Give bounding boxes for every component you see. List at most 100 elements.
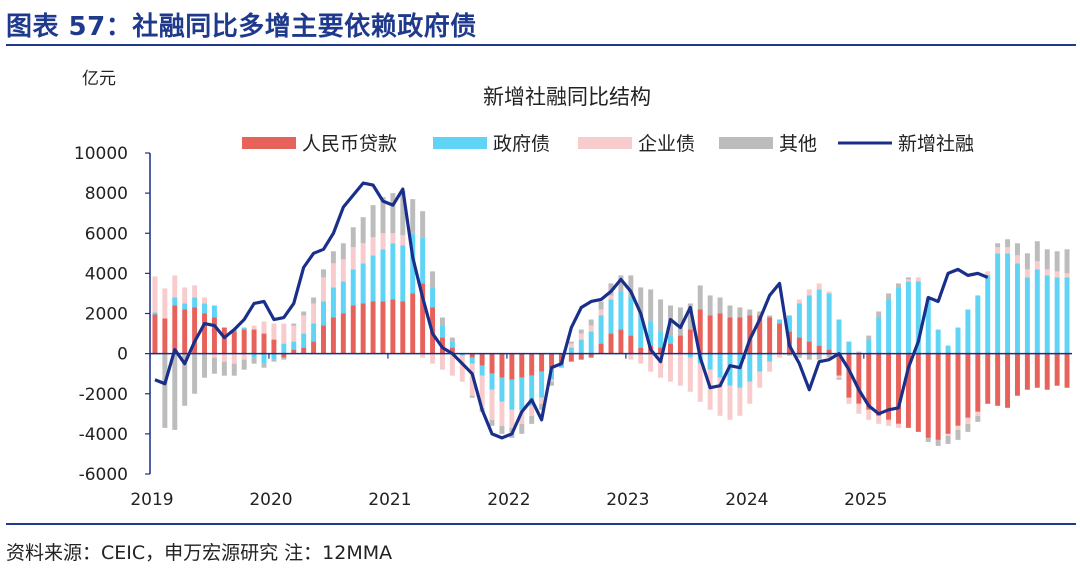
bar-other [221, 361, 227, 376]
bar-loans [221, 327, 227, 354]
line-total [154, 181, 989, 440]
footer-divider [6, 523, 1076, 525]
bar-government [826, 293, 832, 350]
bar-loans [271, 339, 277, 354]
bar-government [965, 309, 971, 354]
bar-loans [509, 353, 515, 380]
bar-loans [588, 353, 594, 358]
bar-government [182, 303, 188, 310]
bar-loans [1024, 353, 1030, 390]
bar-corporate [459, 355, 465, 382]
bar-loans [796, 337, 802, 354]
bar-government [737, 353, 743, 388]
bar-loans [866, 353, 872, 410]
page-title: 图表 57：社融同比多增主要依赖政府债 [6, 12, 477, 42]
bar-government [846, 341, 852, 354]
bar-loans [777, 323, 783, 354]
bar-loans [846, 353, 852, 398]
bar-loans [975, 353, 981, 412]
bar-government [806, 295, 812, 342]
x-tick-label: 2020 [249, 490, 292, 510]
bar-other [529, 415, 535, 424]
bar-corporate [390, 233, 396, 244]
bar-government [380, 249, 386, 302]
bar-other [1014, 243, 1020, 256]
bar-loans [886, 353, 892, 420]
bar-loans [549, 353, 554, 368]
x-tick-label: 2024 [725, 490, 768, 510]
bar-corporate [905, 279, 911, 282]
bar-government [449, 341, 455, 348]
bar-corporate [836, 375, 842, 378]
bar-loans [658, 347, 664, 354]
bar-government [836, 319, 842, 354]
y-tick-label: 0 [117, 345, 128, 365]
y-tick-label: 6000 [85, 224, 128, 244]
bar-other [767, 315, 773, 318]
legend-swatch-corporate [578, 137, 632, 149]
bar-other [1005, 239, 1011, 248]
bar-corporate [211, 353, 217, 358]
bar-government [479, 365, 485, 376]
bar-loans [767, 317, 773, 354]
legend-label-corporate: 企业债 [638, 133, 695, 155]
bar-loans [856, 353, 862, 404]
bar-other [261, 363, 267, 368]
y-tick-label: 2000 [85, 305, 128, 325]
bar-loans [519, 353, 525, 378]
bar-government [202, 303, 208, 314]
bar-government [261, 353, 267, 364]
bar-loans [529, 353, 535, 376]
bar-government [727, 353, 733, 386]
bar-loans [182, 309, 188, 354]
bar-other [380, 197, 386, 234]
bar-other [182, 353, 188, 406]
source-note: 资料来源：CEIC，申万宏源研究 注：12MMA [6, 542, 393, 564]
bar-loans [350, 305, 356, 354]
bar-loans [1014, 353, 1020, 396]
bar-other [301, 311, 307, 316]
bar-other [430, 271, 436, 288]
bar-loans [806, 341, 812, 354]
bar-loans [291, 349, 297, 354]
bar-corporate [757, 371, 763, 388]
bar-government [618, 291, 624, 330]
bar-other [1034, 241, 1040, 262]
bar-corporate [439, 353, 445, 370]
bar-government [578, 339, 584, 354]
bar-corporate [340, 259, 346, 282]
bar-loans [192, 307, 198, 354]
x-tick-label: 2022 [487, 490, 530, 510]
bar-government [707, 353, 713, 370]
bar-other [737, 307, 743, 318]
bar-other [658, 299, 664, 332]
bar-government [915, 281, 921, 354]
bar-other [489, 419, 495, 426]
bar-government [816, 289, 822, 346]
bar-corporate [816, 283, 822, 290]
bar-government [945, 345, 951, 354]
bar-corporate [202, 297, 208, 304]
bar-loans [449, 347, 455, 354]
bar-corporate [152, 276, 158, 313]
y-tick-label: -4000 [79, 425, 128, 445]
bar-corporate [995, 247, 1001, 254]
bar-government [638, 315, 644, 348]
bar-government [509, 379, 515, 410]
bar-other [648, 289, 654, 322]
bar-loans [211, 317, 217, 354]
bar-loans [836, 353, 842, 376]
bar-other [598, 301, 604, 310]
bar-loans [1054, 353, 1060, 386]
bar-government [658, 331, 664, 348]
bar-other [935, 439, 941, 446]
bar-other [638, 287, 644, 316]
bar-loans [1064, 353, 1070, 388]
bar-government [717, 353, 723, 378]
bar-loans [390, 299, 396, 354]
bar-government [489, 373, 495, 390]
bar-corporate [380, 233, 386, 250]
bar-government [905, 281, 911, 354]
bar-other [806, 353, 812, 360]
bar-government [459, 353, 465, 356]
